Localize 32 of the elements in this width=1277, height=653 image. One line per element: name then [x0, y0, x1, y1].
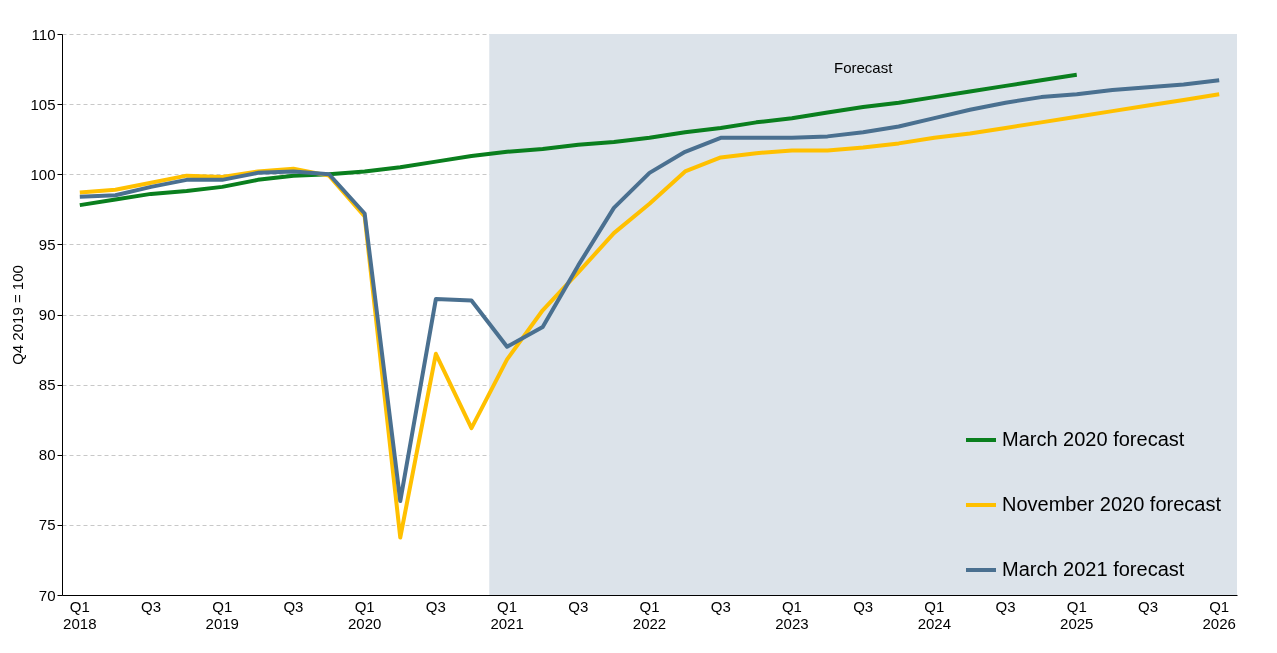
x-tick-label: Q1 2020	[347, 597, 382, 632]
y-tick-label: 75	[38, 516, 56, 534]
band-label: Forecast	[833, 59, 894, 76]
x-tick-label: Q3	[568, 597, 589, 615]
y-tick-label: 105	[30, 95, 56, 113]
line-series	[77, 72, 1079, 208]
legend-label: March 2020 forecast	[1002, 428, 1185, 450]
x-tick-label: Q1 2018	[63, 597, 97, 632]
y-tick-label: 80	[38, 446, 56, 464]
x-tick-label: Q1 2022	[632, 597, 667, 632]
x-tick-label: Q3	[283, 597, 304, 615]
legend-label: March 2021 forecast	[1002, 558, 1185, 580]
y-tick-label: 85	[38, 376, 56, 394]
y-tick-label: 90	[38, 306, 56, 323]
x-tick-label: Q3	[853, 597, 874, 615]
x-tick-label: Q1 2023	[775, 597, 809, 632]
legend-label: November 2020 forecast	[1002, 493, 1222, 515]
x-tick-label: Q1 2025	[1060, 597, 1094, 632]
x-tick-label: Q3	[141, 597, 162, 615]
x-tick-label: Q1 2024	[917, 597, 952, 632]
y-axis-title: Q4 2019 = 100	[9, 265, 27, 365]
x-tick-label: Q3	[425, 597, 446, 615]
y-tick-label: 70	[38, 586, 56, 604]
x-tick-label: Q3	[710, 597, 731, 615]
x-tick-label: Q1 2026	[1202, 597, 1236, 632]
x-tick-label: Q1 2019	[205, 597, 239, 632]
x-tick-label: Q1 2021	[490, 597, 524, 632]
y-tick-label: 100	[30, 165, 56, 183]
x-tick-label: Q3	[995, 597, 1016, 615]
y-tick-label: 95	[38, 235, 56, 253]
y-tick-label: 110	[31, 25, 56, 43]
x-tick-label: Q3	[1137, 597, 1158, 615]
